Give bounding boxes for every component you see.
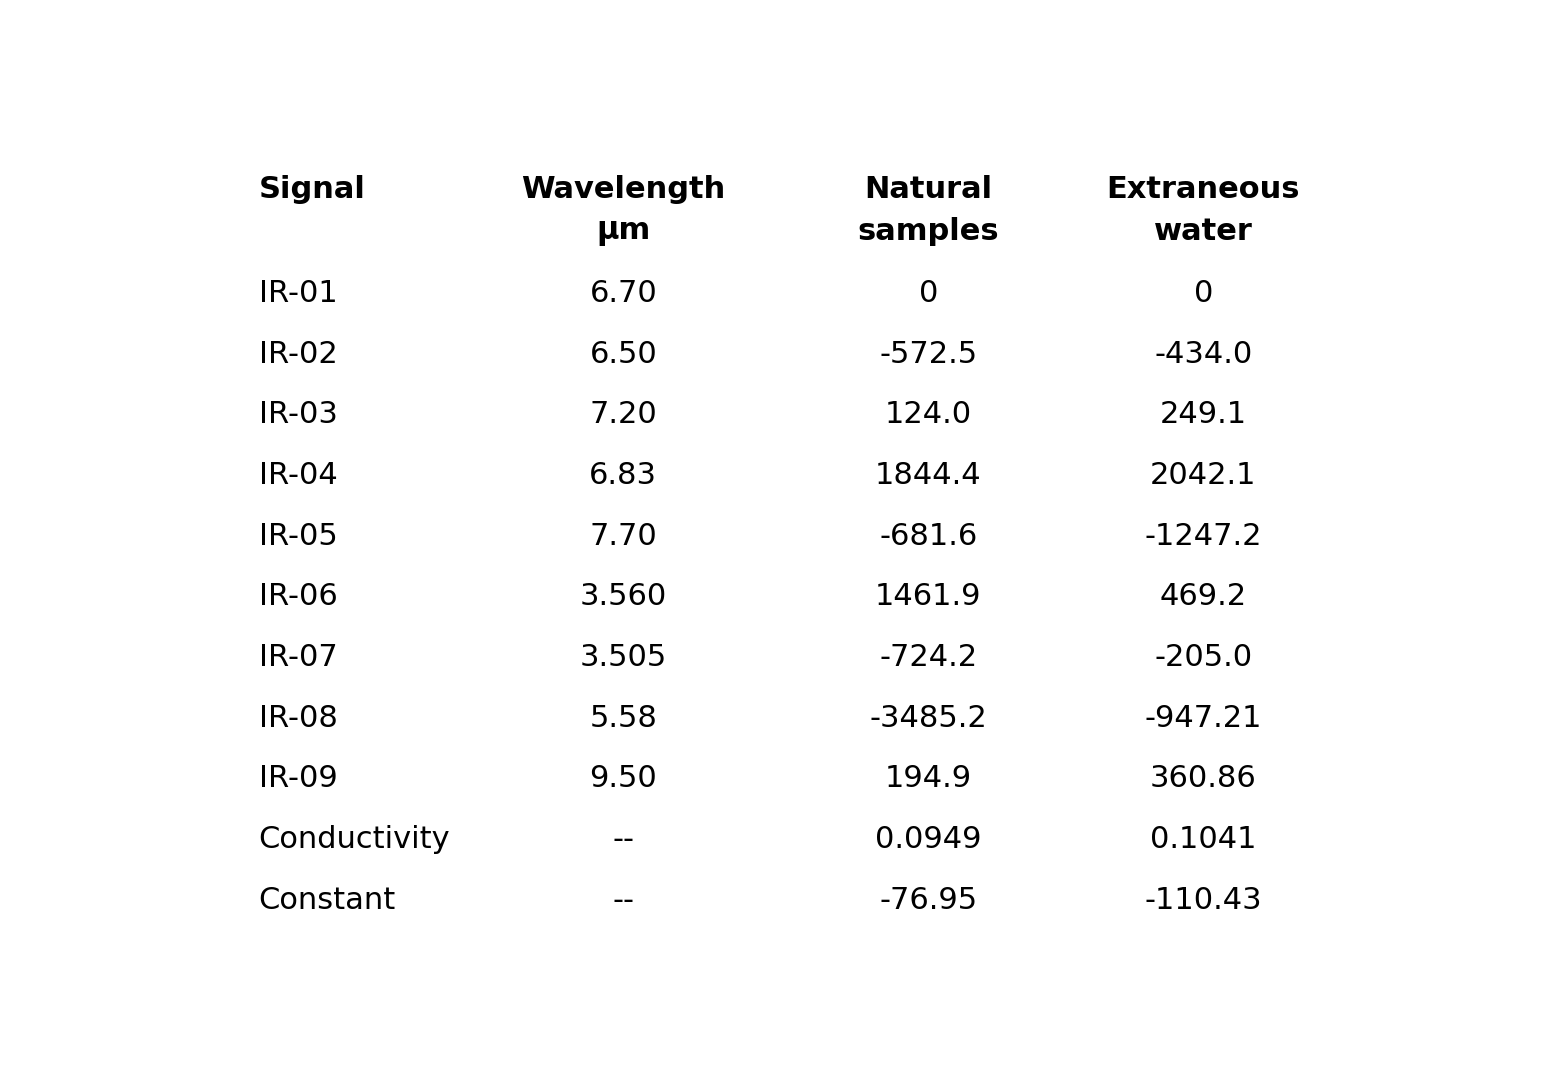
Text: 0.1041: 0.1041	[1150, 824, 1256, 853]
Text: 3.505: 3.505	[580, 643, 667, 672]
Text: IR-01: IR-01	[259, 279, 338, 308]
Text: 0: 0	[1194, 279, 1213, 308]
Text: -205.0: -205.0	[1154, 643, 1253, 672]
Text: -434.0: -434.0	[1154, 340, 1253, 369]
Text: 1844.4: 1844.4	[875, 461, 981, 490]
Text: 0.0949: 0.0949	[875, 824, 981, 853]
Text: -3485.2: -3485.2	[869, 704, 988, 733]
Text: -76.95: -76.95	[880, 886, 977, 915]
Text: --: --	[613, 824, 634, 853]
Text: water: water	[1154, 217, 1253, 246]
Text: IR-06: IR-06	[259, 583, 338, 612]
Text: -110.43: -110.43	[1145, 886, 1262, 915]
Text: Constant: Constant	[259, 886, 397, 915]
Text: --: --	[613, 886, 634, 915]
Text: -947.21: -947.21	[1145, 704, 1262, 733]
Text: 0: 0	[918, 279, 938, 308]
Text: IR-05: IR-05	[259, 521, 338, 550]
Text: IR-02: IR-02	[259, 340, 338, 369]
Text: 6.50: 6.50	[589, 340, 657, 369]
Text: 1461.9: 1461.9	[875, 583, 981, 612]
Text: samples: samples	[858, 217, 1000, 246]
Text: -681.6: -681.6	[880, 521, 977, 550]
Text: -724.2: -724.2	[880, 643, 977, 672]
Text: 249.1: 249.1	[1160, 400, 1247, 429]
Text: Conductivity: Conductivity	[259, 824, 451, 853]
Text: Natural: Natural	[864, 175, 992, 204]
Text: 2042.1: 2042.1	[1150, 461, 1256, 490]
Text: 9.50: 9.50	[589, 764, 657, 793]
Text: 6.83: 6.83	[589, 461, 657, 490]
Text: Wavelength: Wavelength	[522, 175, 725, 204]
Text: Signal: Signal	[259, 175, 366, 204]
Text: 7.20: 7.20	[589, 400, 657, 429]
Text: 469.2: 469.2	[1160, 583, 1247, 612]
Text: μm: μm	[596, 217, 651, 246]
Text: IR-08: IR-08	[259, 704, 338, 733]
Text: IR-09: IR-09	[259, 764, 338, 793]
Text: -1247.2: -1247.2	[1145, 521, 1262, 550]
Text: Extraneous: Extraneous	[1106, 175, 1301, 204]
Text: 194.9: 194.9	[884, 764, 972, 793]
Text: 5.58: 5.58	[589, 704, 657, 733]
Text: IR-04: IR-04	[259, 461, 338, 490]
Text: -572.5: -572.5	[880, 340, 977, 369]
Text: 3.560: 3.560	[580, 583, 667, 612]
Text: IR-07: IR-07	[259, 643, 338, 672]
Text: 6.70: 6.70	[589, 279, 657, 308]
Text: IR-03: IR-03	[259, 400, 338, 429]
Text: 7.70: 7.70	[589, 521, 657, 550]
Text: 360.86: 360.86	[1150, 764, 1256, 793]
Text: 124.0: 124.0	[884, 400, 972, 429]
